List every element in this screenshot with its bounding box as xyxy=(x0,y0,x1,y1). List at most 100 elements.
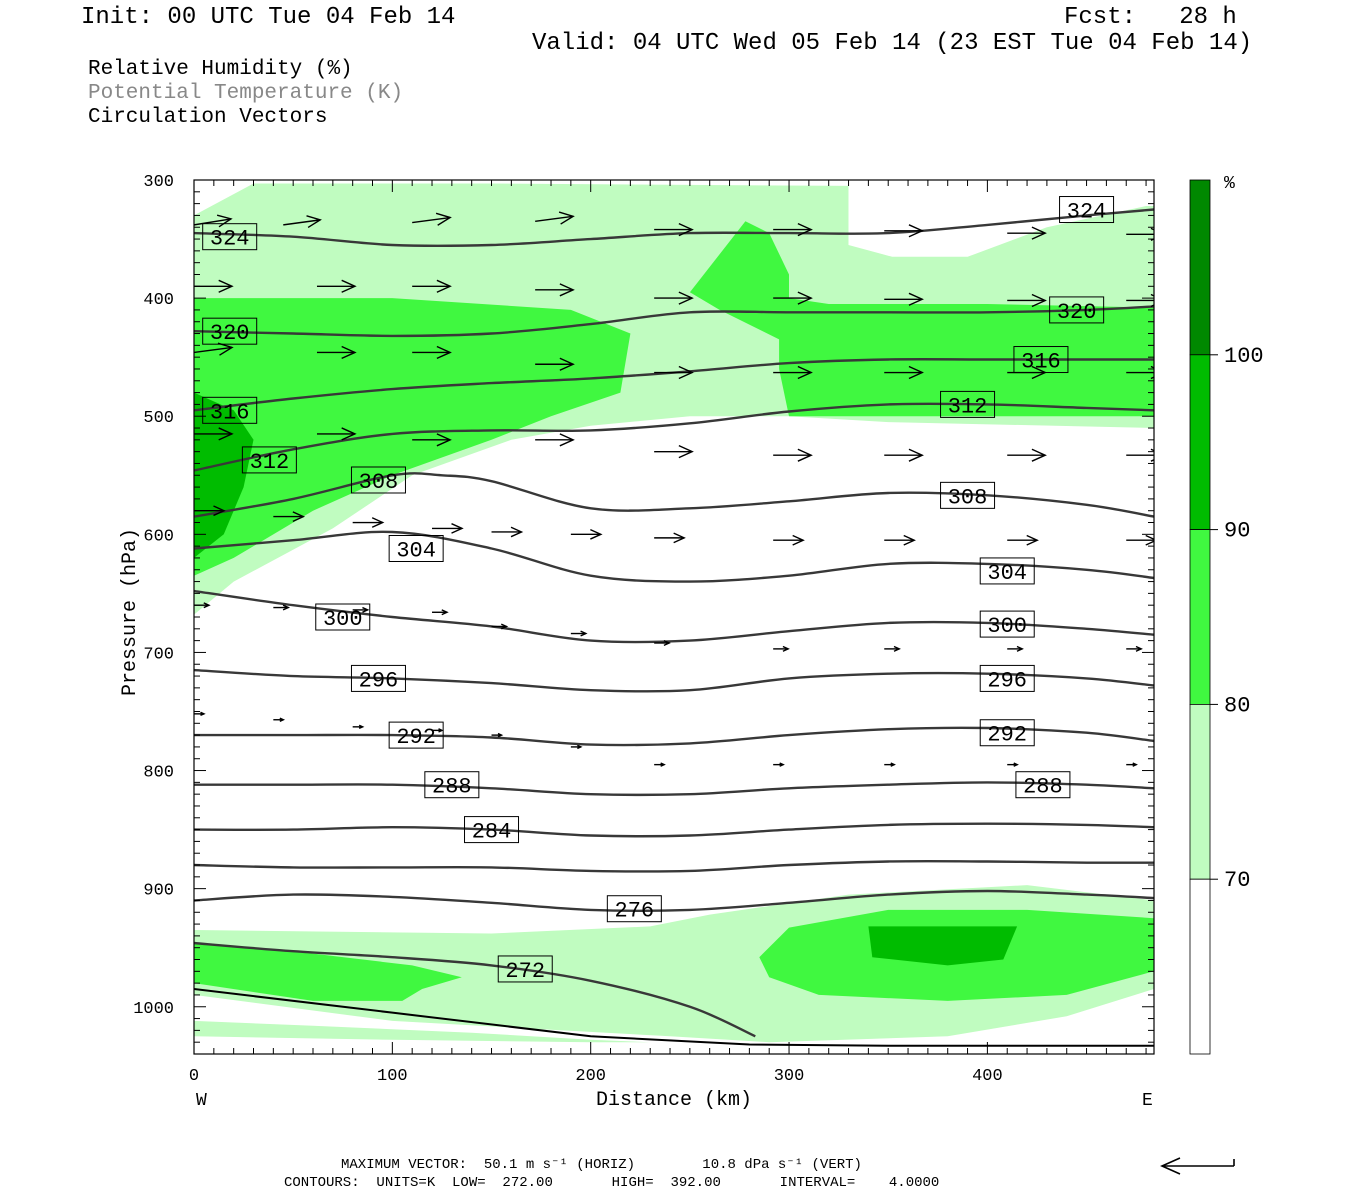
svg-text:296: 296 xyxy=(359,668,399,693)
theta-label-320: 320 xyxy=(202,317,258,346)
theta-contour-312 xyxy=(194,402,1154,472)
circulation-vector xyxy=(432,728,444,733)
circulation-vector xyxy=(273,604,291,611)
rh-region-70-8 xyxy=(194,1020,651,1043)
colorbar-label: 70 xyxy=(1224,868,1250,893)
circulation-vector xyxy=(412,345,452,360)
svg-text:308: 308 xyxy=(359,470,399,495)
svg-text:296: 296 xyxy=(987,668,1027,693)
circulation-vector xyxy=(412,433,452,447)
circulation-vector xyxy=(773,645,790,652)
circulation-vector xyxy=(884,224,924,238)
rh-region-80-2 xyxy=(689,221,1154,417)
circulation-vector xyxy=(570,630,588,637)
x-end-label-east: E xyxy=(1142,1091,1153,1111)
circulation-vector xyxy=(535,433,575,447)
init-time: Init: 00 UTC Tue 04 Feb 14 xyxy=(81,4,456,31)
colorbar-segment xyxy=(1189,354,1211,530)
circulation-vector xyxy=(884,448,924,462)
svg-text:276: 276 xyxy=(615,899,655,924)
y-tick-label: 500 xyxy=(143,409,174,428)
theta-contour-276 xyxy=(194,889,1154,912)
colorbar-segment xyxy=(1189,704,1211,880)
theta-label-284: 284 xyxy=(464,816,520,845)
colorbar-segment xyxy=(1189,179,1211,356)
rh-region-80-1 xyxy=(194,298,631,576)
rh-region-80-5 xyxy=(194,943,462,1001)
theta-label-304: 304 xyxy=(388,534,444,563)
svg-text:324: 324 xyxy=(1067,200,1107,225)
circulation-vector xyxy=(1007,226,1047,240)
circulation-vector xyxy=(316,427,357,441)
circulation-vector xyxy=(654,291,694,305)
theta-contour-280 xyxy=(194,859,1154,873)
circulation-vector xyxy=(352,517,385,528)
circulation-vector xyxy=(535,357,575,371)
svg-text:320: 320 xyxy=(210,321,250,346)
y-tick-label: 700 xyxy=(143,645,174,664)
svg-text:312: 312 xyxy=(948,394,988,419)
circulation-vector xyxy=(352,724,365,730)
theta-label-316: 316 xyxy=(1013,346,1069,375)
svg-text:316: 316 xyxy=(1021,350,1061,375)
theta-label-288: 288 xyxy=(1015,771,1071,800)
reference-vector-arrow xyxy=(1160,1157,1235,1175)
circulation-vector xyxy=(491,526,524,538)
circulation-vector xyxy=(535,283,575,297)
circulation-vector xyxy=(654,445,694,459)
theta-contour-300 xyxy=(194,589,1154,644)
theta-label-316: 316 xyxy=(202,396,258,425)
svg-text:304: 304 xyxy=(987,561,1027,586)
circulation-vector xyxy=(194,711,206,717)
svg-text:304: 304 xyxy=(396,538,436,563)
colorbar-label: 80 xyxy=(1224,693,1250,718)
colorbar-label: 100 xyxy=(1224,344,1264,369)
circulation-vector xyxy=(884,534,916,546)
x-tick-label: 0 xyxy=(189,1067,199,1086)
theta-contour-296 xyxy=(194,668,1154,693)
circulation-vector xyxy=(654,639,671,646)
theta-label-312: 312 xyxy=(241,446,297,475)
theta-label-296: 296 xyxy=(350,664,406,693)
circulation-vector xyxy=(273,717,286,722)
svg-text:300: 300 xyxy=(323,607,363,632)
theta-contour-292 xyxy=(194,726,1154,747)
theta-contour-324 xyxy=(194,208,1154,248)
surface-line xyxy=(194,988,1154,1047)
theta-label-312: 312 xyxy=(940,390,996,419)
circulation-vector xyxy=(352,606,370,613)
circulation-vector xyxy=(412,212,452,226)
circulation-vector xyxy=(1007,534,1039,546)
theta-label-296: 296 xyxy=(979,664,1035,693)
x-tick-label: 300 xyxy=(774,1067,805,1086)
circulation-vector xyxy=(773,762,785,767)
max-vector-note: MAXIMUM VECTOR: 50.1 m s⁻¹ (HORIZ) 10.8 … xyxy=(341,1157,862,1173)
circulation-vector xyxy=(884,645,901,652)
y-tick-label: 300 xyxy=(143,173,174,192)
y-axis-title: Pressure (hPa) xyxy=(119,528,142,696)
circulation-vector xyxy=(1126,448,1154,462)
theta-contour-320 xyxy=(194,305,1154,338)
svg-text:288: 288 xyxy=(432,775,472,800)
theta-label-292: 292 xyxy=(388,721,444,750)
theta-label-292: 292 xyxy=(979,719,1035,748)
theta-contour-304 xyxy=(194,530,1154,583)
circulation-vector xyxy=(1126,645,1143,652)
theta-label-308: 308 xyxy=(350,466,406,495)
svg-text:308: 308 xyxy=(948,485,988,510)
theta-label-304: 304 xyxy=(979,557,1035,586)
svg-text:272: 272 xyxy=(505,959,545,984)
circulation-vector xyxy=(654,532,686,544)
circulation-vector xyxy=(491,623,509,630)
contour-info-note: CONTOURS: UNITS=K LOW= 272.00 HIGH= 392.… xyxy=(284,1175,940,1191)
circulation-vector xyxy=(570,528,603,540)
rh-region-70-0 xyxy=(194,183,1154,615)
circulation-vector xyxy=(884,762,896,767)
circulation-vector xyxy=(412,279,452,293)
circulation-vector xyxy=(884,292,924,306)
legend-potential-temperature: Potential Temperature (K) xyxy=(88,82,404,105)
circulation-vector xyxy=(432,523,464,534)
svg-text:288: 288 xyxy=(1023,775,1063,800)
svg-text:292: 292 xyxy=(987,723,1027,748)
